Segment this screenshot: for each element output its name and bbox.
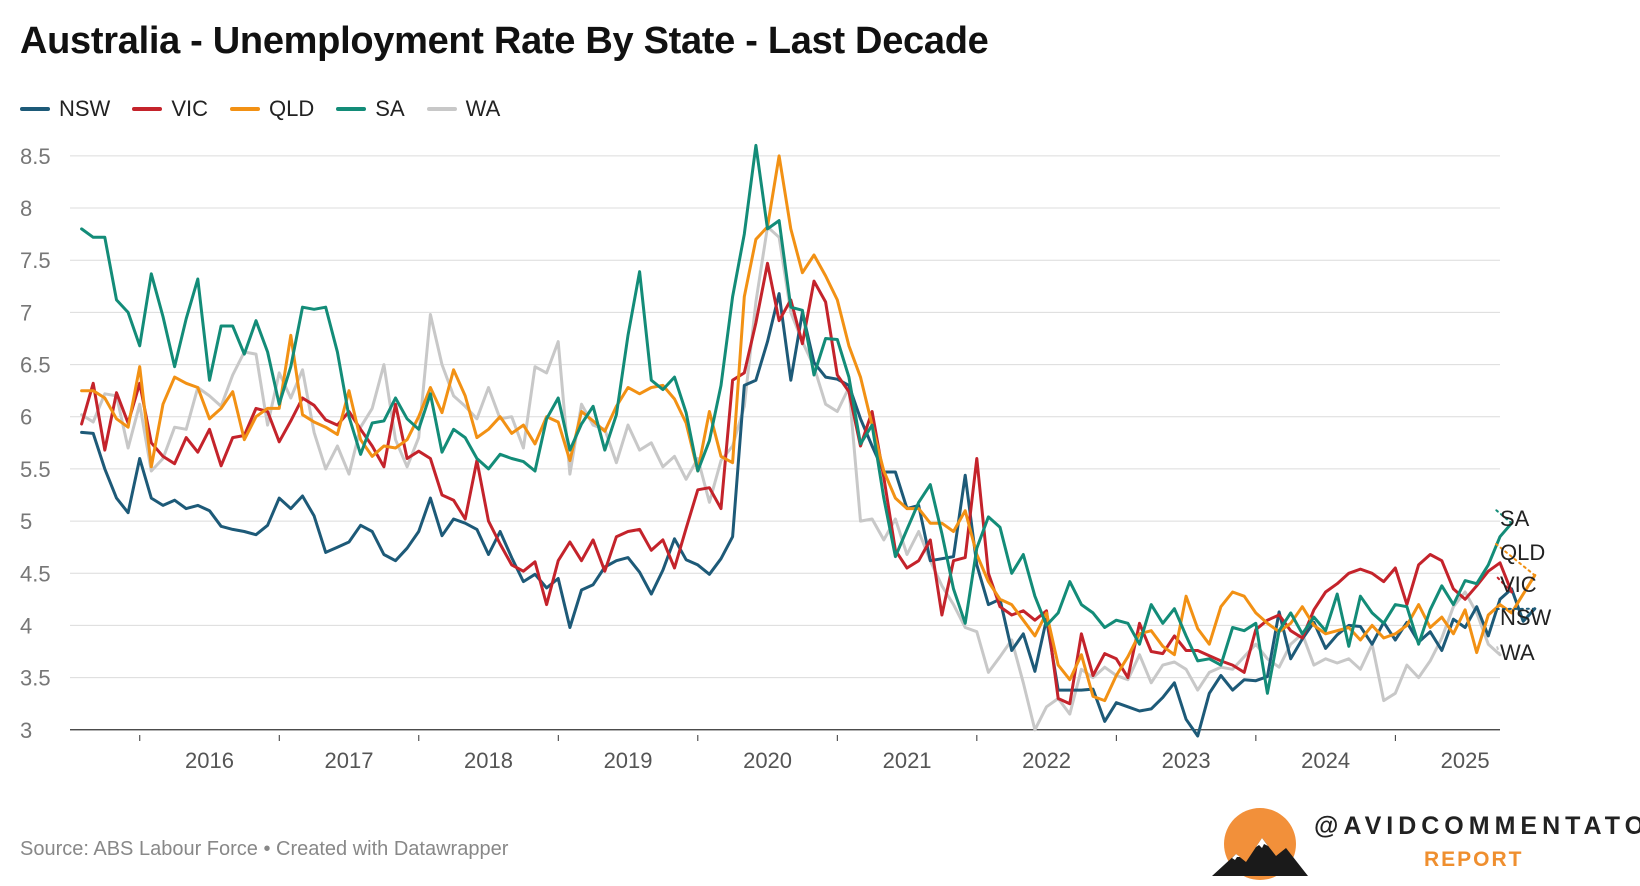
- y-tick-label: 4: [20, 613, 32, 638]
- x-tick-label: 2017: [325, 748, 374, 773]
- y-tick-label: 3.5: [20, 666, 51, 691]
- x-tick-label: 2021: [883, 748, 932, 773]
- y-tick-label: 8.5: [20, 144, 51, 169]
- unemployment-line-chart: 3 3.5 4 4.5 5 5.5 6 6.5 7 7.5 8 8.5 2016 2017 2018 2019…: [0, 0, 1640, 800]
- series-line-nsw: [82, 294, 1535, 736]
- brand-name: @AVIDCOMMENTATOR: [1314, 812, 1640, 841]
- end-label-sa: SA: [1500, 506, 1530, 531]
- y-tick-label: 5.5: [20, 457, 51, 482]
- x-tick-label: 2020: [743, 748, 792, 773]
- y-tick-label: 3: [20, 718, 32, 743]
- end-label-qld: QLD: [1500, 540, 1545, 565]
- end-label-wa: WA: [1500, 640, 1535, 665]
- x-tick-label: 2016: [185, 748, 234, 773]
- series-line-sa: [82, 145, 1512, 693]
- end-label-vic: VIC: [1500, 572, 1537, 597]
- x-tick-label: 2018: [464, 748, 513, 773]
- x-tick-label: 2023: [1162, 748, 1211, 773]
- x-tick-label: 2019: [604, 748, 653, 773]
- y-tick-label: 4.5: [20, 561, 51, 586]
- y-tick-label: 5: [20, 509, 32, 534]
- y-tick-label: 7.5: [20, 248, 51, 273]
- brand-subtitle: REPORT: [1424, 848, 1524, 872]
- end-label-layer: NSW VIC QLD SA WA: [1496, 506, 1552, 665]
- x-tick-label: 2025: [1441, 748, 1490, 773]
- brand-block: @AVIDCOMMENTATOR REPORT: [1210, 812, 1635, 878]
- y-tick-label: 8: [20, 196, 32, 221]
- end-label-nsw: NSW: [1500, 605, 1552, 630]
- mountain-sun-logo-icon: [1210, 804, 1310, 886]
- source-note: Source: ABS Labour Force • Created with …: [20, 838, 508, 861]
- y-tick-label: 6.5: [20, 353, 51, 378]
- series-layer: [82, 145, 1535, 736]
- y-tick-label: 7: [20, 300, 32, 325]
- x-tick-label: 2024: [1301, 748, 1350, 773]
- y-tick-label: 6: [20, 405, 32, 430]
- x-tick-label: 2022: [1022, 748, 1071, 773]
